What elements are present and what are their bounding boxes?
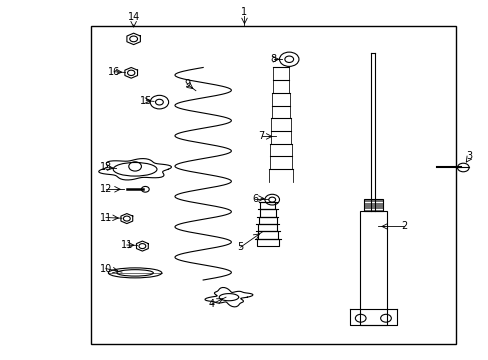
Text: 7: 7 [258,131,264,141]
Text: 12: 12 [100,184,112,194]
Text: 1: 1 [241,7,247,17]
Bar [260,202,275,210]
Text: 9: 9 [183,79,190,89]
Bar [258,224,277,231]
Bar [257,231,277,239]
Text: 16: 16 [108,67,120,77]
Bar [259,217,276,224]
Text: 3: 3 [465,151,471,161]
Text: 11: 11 [121,240,133,250]
Text: 6: 6 [252,194,258,203]
Bar [364,199,382,211]
Bar [259,210,275,217]
Text: 5: 5 [237,242,243,252]
Bar [257,239,278,246]
Text: 8: 8 [270,54,276,64]
Text: 13: 13 [100,162,112,172]
Text: 15: 15 [140,96,152,106]
Bar [91,26,455,344]
Text: 10: 10 [100,264,112,274]
Bar [359,211,386,325]
Text: 11: 11 [100,212,112,222]
Text: 2: 2 [400,221,407,231]
Text: 4: 4 [208,299,214,309]
Text: 14: 14 [127,13,140,22]
